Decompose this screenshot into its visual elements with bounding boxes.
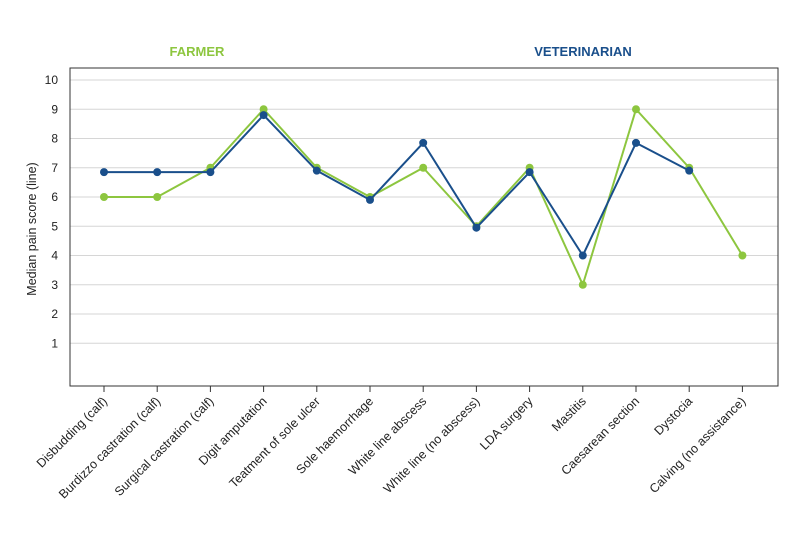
data-point-veterinarian-3 xyxy=(259,111,268,120)
x-tick-label-11: Dystocia xyxy=(652,394,696,438)
y-tick-label-10: 10 xyxy=(45,73,59,87)
data-point-veterinarian-2 xyxy=(206,168,215,177)
x-tick-label-4: Teatment of sole ulcer xyxy=(227,394,323,490)
x-axis: Disbudding (calf)Burdizzo castration (ca… xyxy=(34,386,749,501)
data-point-veterinarian-0 xyxy=(100,168,108,177)
grid xyxy=(70,79,778,344)
y-tick-label-3: 3 xyxy=(51,278,58,292)
data-point-veterinarian-5 xyxy=(366,195,374,204)
y-axis-title: Median pain score (line) xyxy=(25,162,39,295)
y-tick-label-8: 8 xyxy=(51,132,58,146)
y-tick-label-2: 2 xyxy=(51,307,58,321)
x-tick-label-9: Mastitis xyxy=(549,394,589,434)
series-line-veterinarian xyxy=(104,114,690,257)
x-tick-label-8: LDA surgery xyxy=(477,394,536,453)
data-point-veterinarian-6 xyxy=(419,138,428,147)
data-point-veterinarian-10 xyxy=(632,138,640,147)
y-tick-label-6: 6 xyxy=(51,190,58,204)
data-point-veterinarian-9 xyxy=(578,251,587,260)
y-tick-label-9: 9 xyxy=(51,102,58,116)
x-tick-label-7: White line (no abscess) xyxy=(381,394,483,496)
y-tick-label-1: 1 xyxy=(51,336,58,350)
data-point-farmer-0 xyxy=(100,193,108,201)
plot-frame xyxy=(69,67,779,387)
data-point-veterinarian-11 xyxy=(685,166,694,175)
x-tick-label-12: Calving (no assistance) xyxy=(647,394,749,496)
data-point-farmer-10 xyxy=(632,105,640,114)
series-veterinarian xyxy=(100,111,694,260)
y-axis: 1 2 3 4 5 6 7 8 9 10 xyxy=(45,73,59,350)
data-point-veterinarian-4 xyxy=(312,166,321,175)
data-point-veterinarian-7 xyxy=(472,223,481,232)
legend-label-veterinarian: VETERINARIAN xyxy=(534,44,632,59)
y-tick-label-4: 4 xyxy=(51,249,58,263)
data-point-farmer-1 xyxy=(153,193,162,201)
data-point-farmer-3 xyxy=(259,105,268,114)
data-point-farmer-6 xyxy=(419,163,428,172)
series-group xyxy=(100,105,747,289)
y-tick-label-5: 5 xyxy=(51,219,58,233)
legend-label-farmer: FARMER xyxy=(170,44,226,59)
data-point-veterinarian-1 xyxy=(153,168,162,177)
x-tick-label-2: Surgical castration (calf) xyxy=(112,394,217,499)
data-point-farmer-12 xyxy=(738,251,747,260)
y-tick-label-7: 7 xyxy=(51,161,58,175)
data-point-veterinarian-8 xyxy=(525,168,534,177)
legend: FARMER VETERINARIAN xyxy=(170,44,632,59)
x-tick-label-1: Burdizzo castration (calf) xyxy=(56,394,163,501)
data-point-farmer-9 xyxy=(578,280,587,289)
